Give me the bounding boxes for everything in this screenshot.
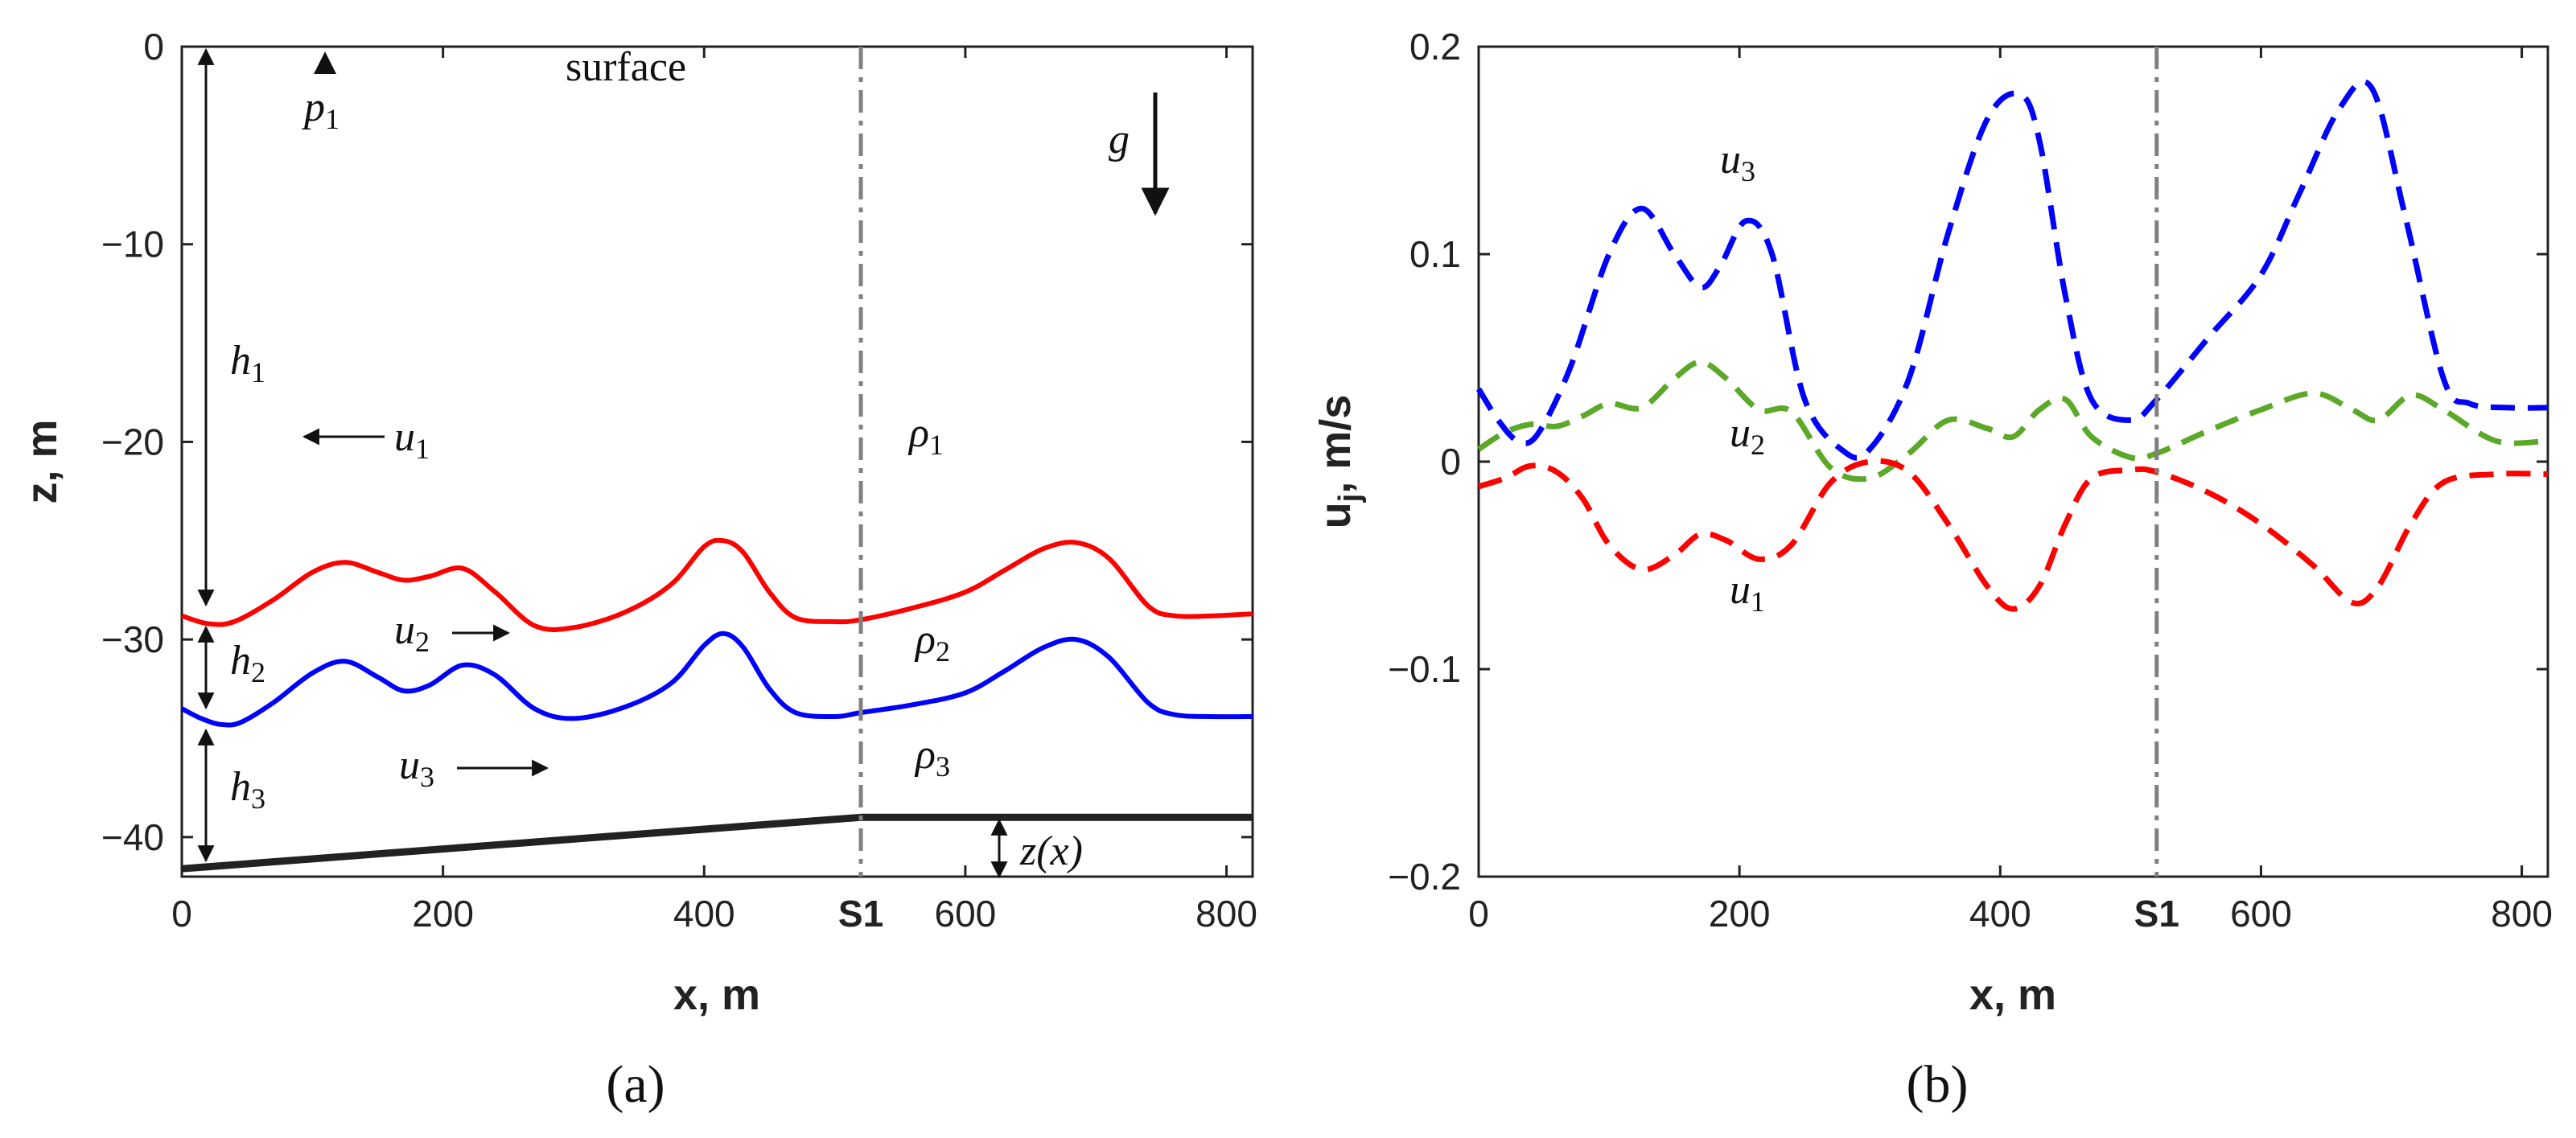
series-line [1476, 79, 2549, 461]
h2-label: h2 [230, 638, 265, 688]
u3-label: u3 [399, 742, 434, 793]
panel-label-a: (a) [606, 1055, 665, 1114]
h3-label: h3 [230, 764, 265, 815]
panel-b: 0 200 400 600 800 0.2 0.1 0 −0.1 −0.2 S1 x, m uj,… [1311, 26, 2553, 1114]
surface-label: surface [566, 44, 686, 90]
x-tick-label: 400 [673, 893, 735, 935]
panel-label-b: (b) [1907, 1055, 1969, 1114]
x-tick-label: 400 [1969, 893, 2031, 935]
series-a [180, 537, 1253, 873]
x-tick-label: 200 [1709, 893, 1771, 935]
series-line [181, 813, 1253, 873]
p1-marker-icon [314, 51, 336, 74]
x-axis-label-a: x, m [673, 971, 760, 1019]
y-tick-label: 0.1 [1409, 233, 1461, 275]
y-tick-label: −20 [101, 421, 164, 462]
series-line [1477, 458, 2549, 612]
series-line [180, 631, 1253, 728]
ticklabels-b: 0 200 400 600 800 0.2 0.1 0 −0.1 −0.2 [1388, 26, 2553, 935]
rho2-label: ρ2 [914, 617, 950, 668]
y-tick-label: −0.2 [1388, 856, 1461, 898]
y-tick-label: −40 [101, 816, 164, 858]
ticks-a [180, 45, 1253, 877]
y-tick-label: 0 [143, 26, 164, 68]
p1-label: p1 [301, 84, 339, 135]
s1-label-b: S1 [2134, 893, 2179, 935]
u2-label-b: u2 [1730, 410, 1765, 461]
series-b [1476, 79, 2549, 612]
series-line [1477, 359, 2549, 483]
y-axis-label-b: uj, m/s [1311, 395, 1367, 529]
x-tick-label: 600 [2230, 893, 2292, 935]
series-line [181, 537, 1253, 633]
u2-label: u2 [394, 607, 430, 658]
zx-label: z(x) [1019, 828, 1083, 874]
y-tick-label: −0.1 [1388, 648, 1461, 690]
x-tick-label: 0 [1468, 893, 1489, 935]
y-tick-label: 0 [1440, 441, 1461, 483]
h1-label: h1 [230, 338, 265, 388]
y-axis-label-a: z, m [18, 419, 66, 503]
x-tick-label: 0 [171, 893, 192, 935]
ticklabels-a: 0 200 400 600 800 0 −10 −20 −30 −40 [101, 26, 1257, 935]
plot-frame-b [1477, 45, 2549, 878]
y-tick-label: −10 [101, 224, 164, 265]
x-tick-label: 800 [1195, 893, 1257, 935]
rho1-label: ρ1 [907, 410, 944, 461]
u1-label: u1 [394, 414, 430, 465]
ticks-b [1477, 45, 2548, 878]
plot-frame-a [180, 45, 1254, 878]
y-tick-label: −30 [101, 618, 164, 660]
x-tick-label: 600 [935, 893, 997, 935]
x-tick-label: 200 [412, 893, 474, 935]
g-label: g [1109, 117, 1130, 162]
u3-label-b: u3 [1720, 137, 1755, 187]
s1-label-a: S1 [838, 893, 883, 935]
x-tick-label: 800 [2491, 893, 2553, 935]
x-axis-label-b: x, m [1969, 971, 2056, 1019]
rho3-label: ρ3 [914, 732, 950, 783]
y-tick-label: 0.2 [1409, 26, 1461, 68]
u1-label-b: u1 [1730, 567, 1765, 618]
